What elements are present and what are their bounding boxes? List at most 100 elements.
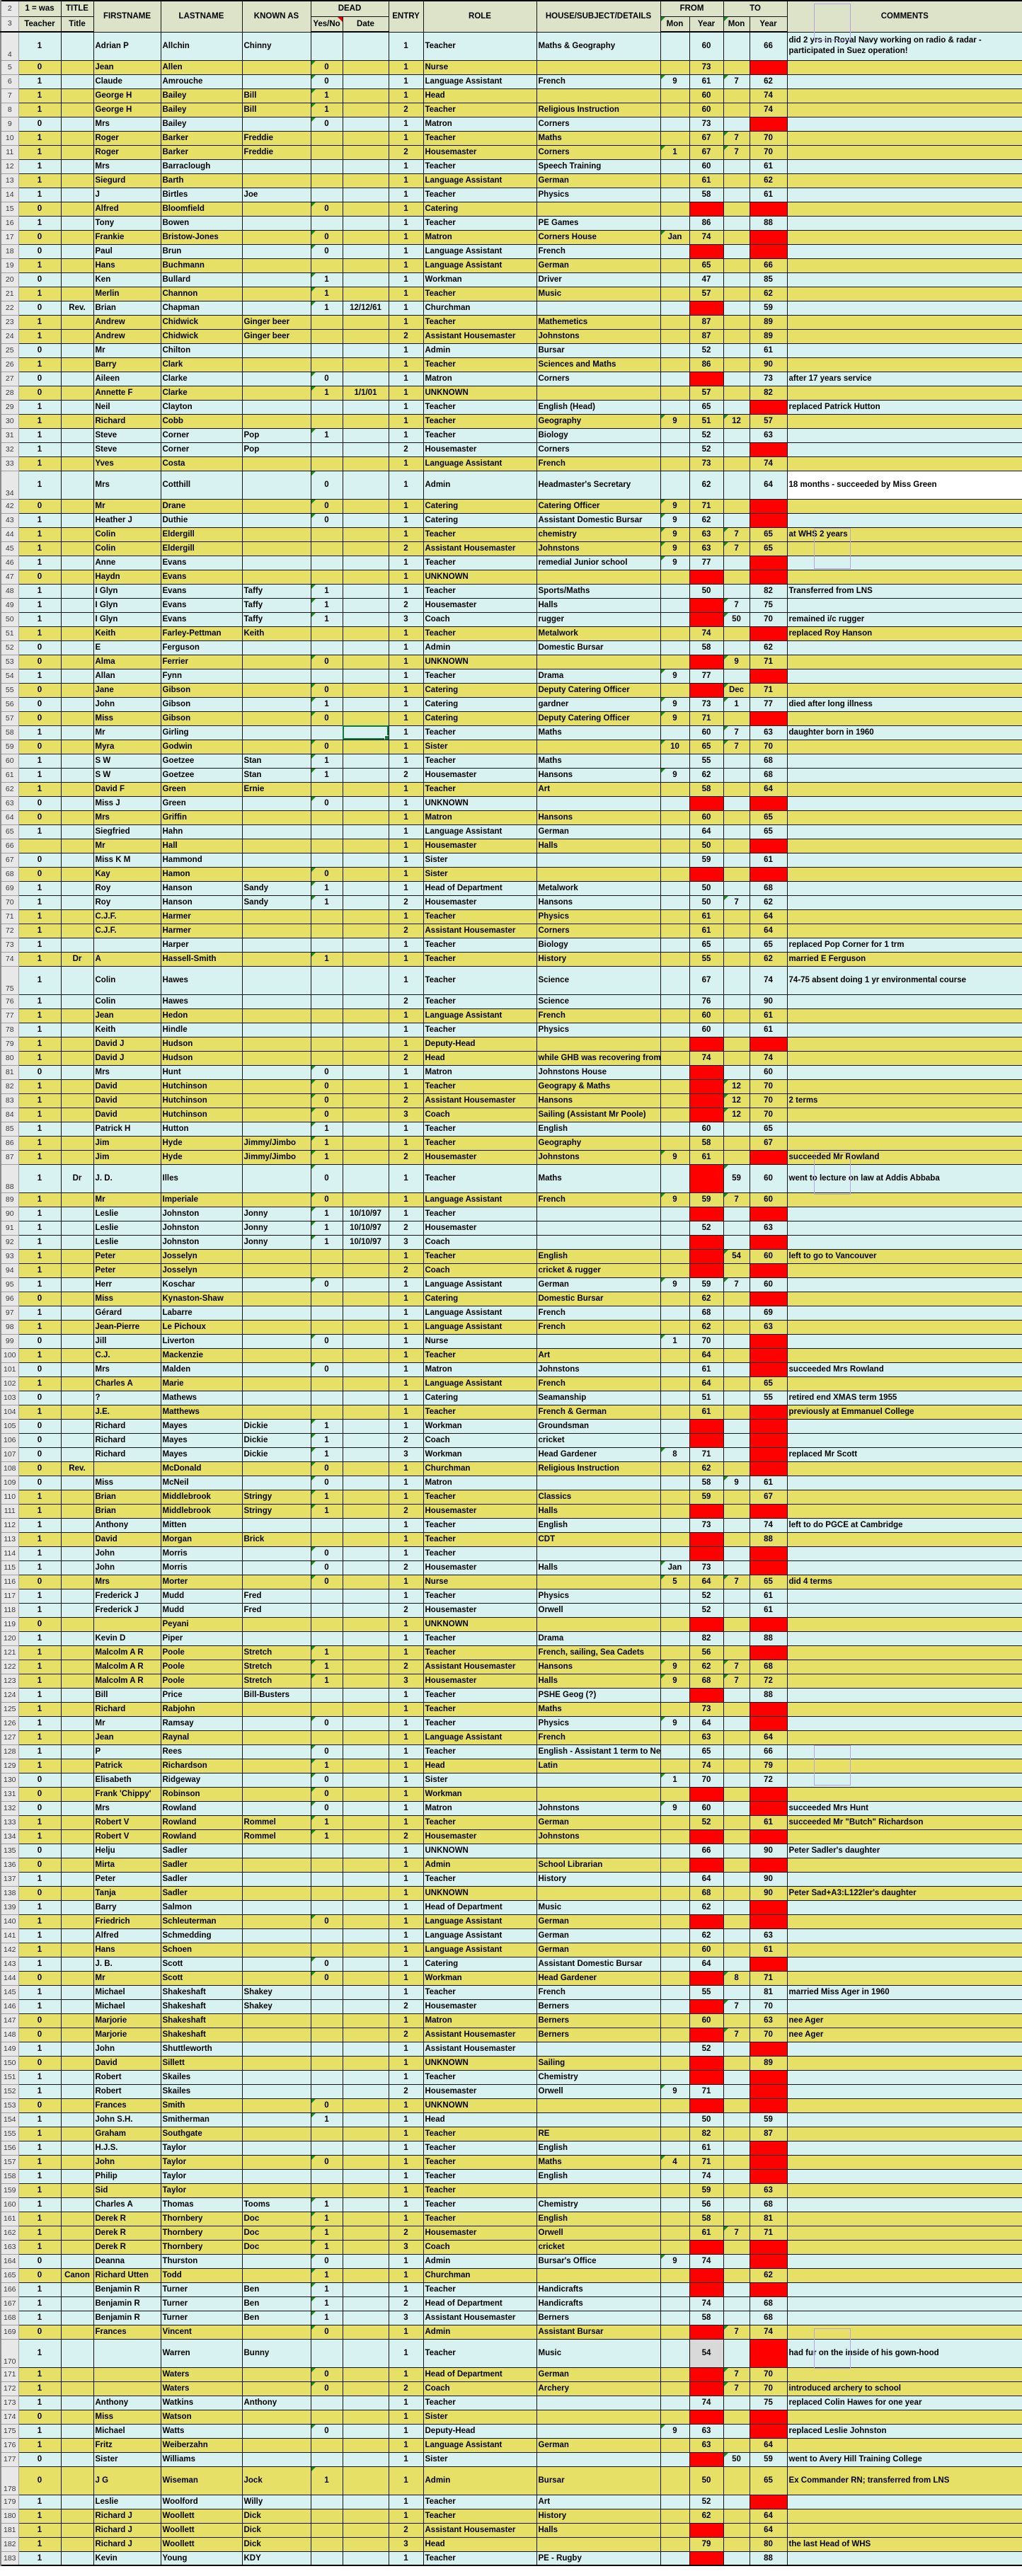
cell-to-year[interactable]: 62	[749, 895, 788, 910]
cell-entry[interactable]: 1	[388, 739, 424, 754]
cell-dead-date[interactable]	[342, 2324, 389, 2340]
row-header[interactable]: 168	[0, 2310, 19, 2325]
cell-entry[interactable]: 1	[388, 258, 424, 273]
cell-knownas[interactable]	[241, 1730, 311, 1745]
cell-dead-yesno[interactable]: 0	[310, 2253, 343, 2269]
cell-dead-yesno[interactable]	[310, 187, 343, 202]
cell-from-mon[interactable]	[660, 725, 690, 740]
cell-from-year[interactable]: 60	[689, 1121, 724, 1137]
cell-to-year[interactable]	[749, 1432, 788, 1448]
cell-to-year[interactable]	[749, 1914, 788, 1929]
cell-dead-date[interactable]	[342, 1447, 389, 1462]
cell-title[interactable]	[60, 102, 94, 117]
cell-to-mon[interactable]	[723, 2098, 750, 2113]
cell-comment[interactable]: remained i/c rugger	[786, 611, 1022, 627]
cell-knownas[interactable]	[241, 1192, 311, 1207]
cell-entry[interactable]: 1	[388, 1277, 424, 1292]
cell-comment[interactable]	[786, 243, 1022, 259]
cell-comment[interactable]	[786, 1008, 1022, 1023]
cell-dead-date[interactable]	[342, 1659, 389, 1674]
cell-from-mon[interactable]	[660, 399, 690, 415]
cell-entry[interactable]: 1	[388, 74, 424, 89]
cell-to-year[interactable]: 64	[749, 2508, 788, 2524]
cell-entry[interactable]: 2	[388, 1050, 424, 1066]
row-header[interactable]: 4	[0, 31, 19, 61]
cell-entry[interactable]: 1	[388, 2395, 424, 2410]
cell-teacher-flag[interactable]: 1	[18, 130, 62, 146]
cell-teacher-flag[interactable]: 0	[18, 498, 62, 514]
cell-from-year[interactable]: 60	[689, 159, 724, 174]
cell-from-mon[interactable]	[660, 442, 690, 457]
cell-teacher-flag[interactable]: 0	[18, 682, 62, 698]
cell-teacher-flag[interactable]: 1	[18, 2041, 62, 2057]
cell-dead-date[interactable]: 1/1/01	[342, 385, 389, 401]
cell-knownas[interactable]	[241, 951, 311, 967]
cell-lastname[interactable]: Morgan	[160, 1531, 243, 1547]
cell-teacher-flag[interactable]: 0	[18, 2013, 62, 2028]
cell-lastname[interactable]: Gibson	[160, 682, 243, 698]
cell-to-mon[interactable]	[723, 371, 750, 386]
cell-dead-yesno[interactable]: 0	[310, 2367, 343, 2382]
cell-to-mon[interactable]	[723, 2083, 750, 2099]
cell-comment[interactable]	[786, 2437, 1022, 2453]
cell-from-year[interactable]: 74	[689, 1050, 724, 1066]
cell-comment[interactable]	[786, 1376, 1022, 1391]
cell-knownas[interactable]: Dickie	[241, 1418, 311, 1434]
cell-entry[interactable]: 1	[388, 357, 424, 372]
cell-role[interactable]: Coach	[423, 1432, 537, 1448]
cell-lastname[interactable]: Clarke	[160, 385, 243, 401]
cell-title[interactable]	[60, 1730, 94, 1745]
cell-dead-yesno[interactable]: 0	[310, 711, 343, 726]
cell-dead-date[interactable]	[342, 187, 389, 202]
cell-firstname[interactable]: Robert V	[93, 1829, 161, 1844]
cell-from-year[interactable]: 87	[689, 314, 724, 330]
cell-role[interactable]: Teacher	[423, 1121, 537, 1137]
cell-entry[interactable]: 1	[388, 1730, 424, 1745]
cell-dead-yesno[interactable]	[310, 810, 343, 825]
cell-teacher-flag[interactable]: 1	[18, 1531, 62, 1547]
cell-comment[interactable]: previously at Emmanuel College	[786, 1404, 1022, 1420]
cell-comment[interactable]: 2 terms	[786, 1093, 1022, 1108]
cell-to-mon[interactable]	[723, 59, 750, 75]
cell-dead-yesno[interactable]	[310, 527, 343, 542]
cell-from-year[interactable]	[689, 1432, 724, 1448]
cell-to-year[interactable]	[749, 512, 788, 528]
cell-dead-yesno[interactable]: 1	[310, 880, 343, 896]
cell-title[interactable]	[60, 810, 94, 825]
cell-comment[interactable]	[786, 1687, 1022, 1703]
cell-from-mon[interactable]	[660, 2069, 690, 2085]
cell-comment[interactable]	[786, 1942, 1022, 1957]
cell-entry[interactable]: 1	[388, 159, 424, 174]
cell-firstname[interactable]	[93, 1616, 161, 1632]
cell-role[interactable]: Admin	[423, 343, 537, 358]
cell-lastname[interactable]: Robinson	[160, 1786, 243, 1802]
cell-from-mon[interactable]	[660, 937, 690, 953]
cell-role[interactable]: UNKNOWN	[423, 2055, 537, 2071]
cell-dead-date[interactable]	[342, 1871, 389, 1887]
row-header[interactable]: 94	[0, 1263, 19, 1278]
cell-entry[interactable]: 1	[388, 314, 424, 330]
cell-lastname[interactable]: Hudson	[160, 1050, 243, 1066]
cell-dead-yesno[interactable]: 0	[310, 1914, 343, 1929]
cell-title[interactable]	[60, 2310, 94, 2325]
cell-dead-yesno[interactable]	[310, 1390, 343, 1405]
row-header[interactable]: 123	[0, 1673, 19, 1689]
cell-dead-yesno[interactable]: 0	[310, 229, 343, 245]
cell-teacher-flag[interactable]: 1	[18, 1149, 62, 1165]
cell-title[interactable]	[60, 1687, 94, 1703]
cell-knownas[interactable]	[241, 1093, 311, 1108]
cell-entry[interactable]: 1	[388, 909, 424, 924]
cell-dead-yesno[interactable]	[310, 328, 343, 344]
cell-role[interactable]: Teacher	[423, 668, 537, 684]
cell-to-mon[interactable]: 7	[723, 895, 750, 910]
cell-lastname[interactable]: Wiseman	[160, 2466, 243, 2495]
cell-from-year[interactable]	[689, 2381, 724, 2396]
cell-entry[interactable]: 1	[388, 668, 424, 684]
cell-dead-yesno[interactable]	[310, 2126, 343, 2141]
cell-entry[interactable]: 2	[388, 2381, 424, 2396]
cell-dead-date[interactable]	[342, 1815, 389, 1830]
cell-title[interactable]	[60, 215, 94, 231]
cell-from-year[interactable]: 74	[689, 229, 724, 245]
cell-role[interactable]: Head	[423, 88, 537, 103]
cell-lastname[interactable]: Green	[160, 795, 243, 811]
